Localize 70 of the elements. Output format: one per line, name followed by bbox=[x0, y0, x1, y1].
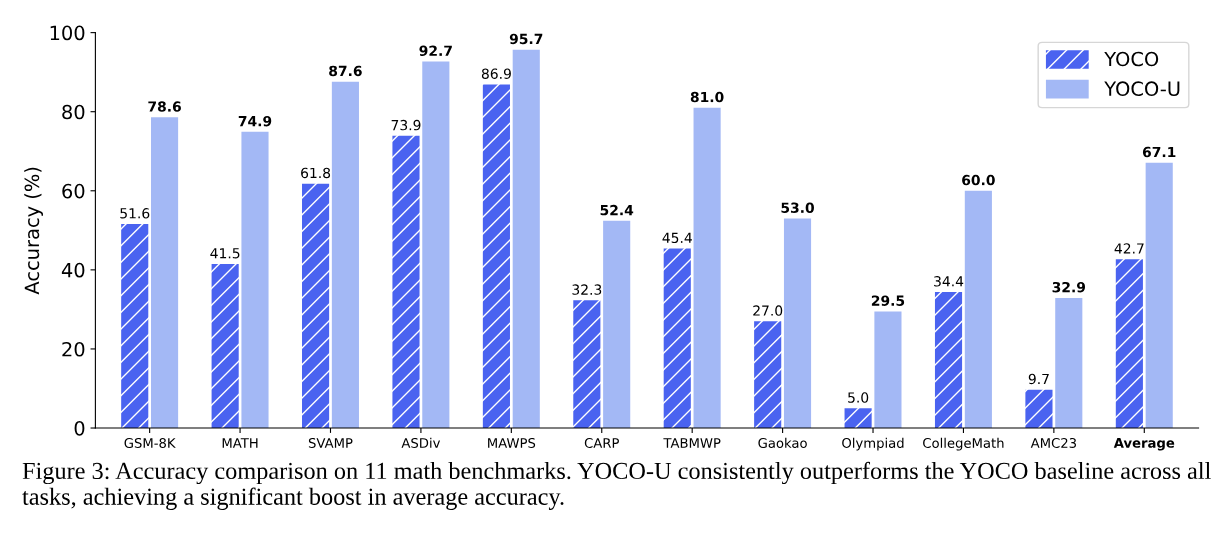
y-tick-label: 60 bbox=[62, 183, 85, 199]
data-label: 81.0 bbox=[690, 91, 724, 103]
data-label: 5.0 bbox=[848, 392, 869, 403]
data-label: 67.1 bbox=[1142, 146, 1176, 158]
bar bbox=[211, 263, 239, 429]
y-tick-label: 100 bbox=[50, 25, 85, 41]
bar bbox=[482, 84, 510, 429]
y-tick-label: 80 bbox=[62, 104, 85, 120]
data-label: 32.3 bbox=[572, 284, 602, 295]
bar bbox=[302, 183, 330, 429]
x-tick-label: Average bbox=[1113, 438, 1175, 451]
caption: Figure 3: Accuracy comparison on 11 math benchmarks. YOCO-U consistently outperforms the YOCO baseline across all tasks, achieving a significant boost in average accuracy. bbox=[22, 461, 1211, 510]
x-tick-label: Gaokao bbox=[758, 437, 807, 448]
data-label: 34.4 bbox=[934, 276, 964, 287]
data-label: 9.7 bbox=[1028, 373, 1049, 385]
x-tick-label: CARP bbox=[584, 437, 619, 448]
bar bbox=[1025, 389, 1053, 429]
legend-label: YOCO-U bbox=[1104, 81, 1180, 97]
y-tick-label: 20 bbox=[62, 341, 85, 357]
bar bbox=[754, 321, 782, 429]
bar bbox=[783, 218, 812, 429]
bar bbox=[603, 220, 631, 429]
data-label: 51.6 bbox=[120, 208, 150, 219]
data-label: 86.9 bbox=[481, 68, 511, 79]
bar bbox=[512, 49, 540, 429]
data-label: 42.7 bbox=[1114, 243, 1144, 254]
data-label: 61.8 bbox=[301, 167, 331, 179]
x-tick-label: GSM-8K bbox=[124, 437, 176, 448]
x-tick-label: ASDiv bbox=[401, 437, 441, 448]
data-label: 60.0 bbox=[962, 174, 995, 186]
bar bbox=[331, 81, 359, 429]
data-label: 78.6 bbox=[148, 101, 181, 112]
data-label: 92.7 bbox=[419, 45, 452, 57]
bar bbox=[1145, 162, 1173, 429]
y-tick-label: 40 bbox=[61, 262, 85, 278]
bar bbox=[573, 300, 601, 429]
bar bbox=[1055, 297, 1083, 429]
bar bbox=[934, 292, 963, 429]
data-label: 45.4 bbox=[662, 232, 692, 244]
x-tick-label: Olympiad bbox=[842, 437, 904, 451]
x-tick-label: AMC23 bbox=[1030, 437, 1077, 448]
x-tick-label: SVAMP bbox=[308, 437, 353, 448]
data-label: 95.7 bbox=[509, 33, 543, 45]
bar bbox=[964, 190, 992, 429]
x-tick-label: MAWPS bbox=[488, 437, 536, 448]
y-tick-label: 0 bbox=[74, 420, 85, 436]
y-axis-title: Accuracy (%) bbox=[24, 167, 43, 295]
bar bbox=[663, 248, 691, 429]
bar bbox=[151, 117, 179, 429]
data-label: 53.0 bbox=[781, 202, 814, 213]
bar bbox=[121, 224, 149, 429]
data-label: 73.9 bbox=[391, 119, 421, 131]
x-tick-label: CollegeMath bbox=[923, 437, 1004, 451]
bar bbox=[874, 311, 902, 429]
data-label: 32.9 bbox=[1052, 281, 1086, 293]
bar bbox=[1115, 259, 1143, 429]
legend-label: YOCO bbox=[1104, 51, 1159, 67]
data-label: 41.5 bbox=[210, 248, 240, 259]
bar bbox=[241, 131, 269, 429]
bar bbox=[392, 135, 420, 429]
data-label: 27.0 bbox=[753, 305, 783, 316]
data-label: 87.6 bbox=[329, 65, 362, 77]
data-label: 29.5 bbox=[871, 295, 905, 306]
x-tick-label: TABMWP bbox=[663, 438, 721, 448]
bar bbox=[422, 61, 450, 429]
data-label: 52.4 bbox=[600, 204, 634, 216]
data-label: 74.9 bbox=[238, 115, 272, 127]
bar bbox=[693, 107, 721, 429]
x-tick-label: MATH bbox=[222, 438, 258, 448]
bar bbox=[844, 408, 872, 429]
